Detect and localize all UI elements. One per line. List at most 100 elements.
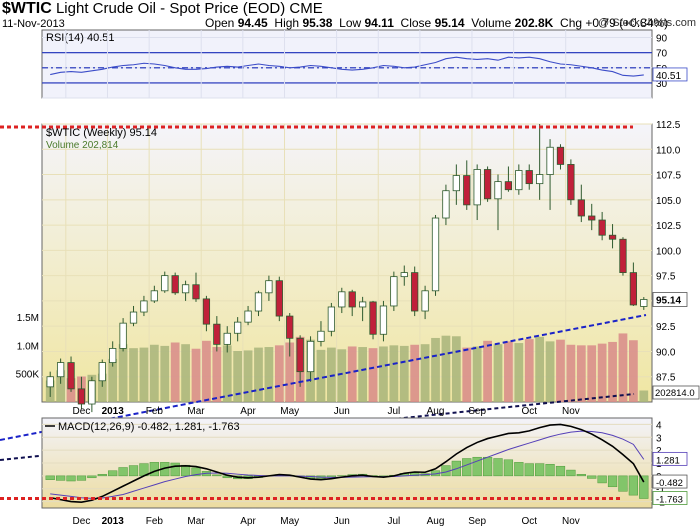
macd-x-axis-label: Jul [387, 516, 400, 527]
volume-bar [264, 347, 274, 402]
volume-bar [556, 339, 565, 402]
candle-body [598, 219, 606, 236]
rsi-last-value: 40.51 [656, 71, 681, 82]
macd-histogram-bar [76, 475, 87, 481]
volume-bar [493, 344, 503, 402]
macd-histogram-bar [535, 463, 545, 477]
volume-bar [566, 344, 576, 402]
exchange: CME [289, 0, 323, 17]
macd-histogram-bar [170, 462, 180, 477]
candle-body [67, 362, 75, 390]
candle-body [421, 290, 429, 312]
candle-body [556, 146, 565, 165]
macd-value-box [652, 474, 688, 489]
x-axis-label: Feb [146, 406, 164, 417]
macd-x-axis-label: 2013 [102, 516, 125, 527]
volume-bar [337, 349, 347, 402]
macd-x-axis-label: Sep [468, 516, 486, 527]
price-legend: $WTIC (Weekly) 95.14 [46, 127, 157, 139]
volume-bar [149, 344, 159, 402]
macd-histogram-bar [607, 475, 618, 488]
candle-body [504, 181, 513, 191]
macd-histogram-bar [108, 470, 118, 477]
volume-bar [118, 344, 128, 402]
candle-body [77, 388, 86, 405]
price-tick-label: 107.5 [656, 171, 681, 182]
macd-histogram-bar [191, 467, 201, 477]
candle-body [254, 292, 263, 312]
macd-value-label: -1.763 [656, 495, 683, 506]
volume-bar [181, 344, 190, 402]
volume-bar [160, 345, 170, 402]
volume-bar [191, 348, 201, 402]
instrument-name: Light Crude Oil - Spot Price (EOD) [55, 0, 286, 17]
volume-bar [212, 347, 222, 402]
volume-bar [504, 341, 513, 402]
volume-bar [524, 339, 534, 402]
close-value: 95.14 [434, 16, 465, 30]
macd-histogram-bar [128, 465, 139, 477]
volume-bar [608, 341, 617, 402]
macd-histogram-bar [472, 456, 482, 477]
volume-bar [576, 345, 586, 402]
candle-body [119, 322, 127, 349]
macd-histogram-bar [149, 462, 159, 477]
candle-body [494, 181, 502, 200]
volume-bar [462, 347, 472, 402]
ohlc-summary: Open 94.45 High 95.38 Low 94.11 Close 95… [205, 16, 668, 30]
volume-tick-label: 500K [16, 370, 40, 381]
candle-body [619, 238, 627, 274]
price-tick-label: 112.5 [656, 120, 681, 131]
x-axis-label: 2013 [102, 406, 125, 417]
rsi-tick-label: 30 [656, 79, 668, 90]
macd-value-box [652, 491, 688, 505]
candle-body [140, 300, 148, 313]
volume-bar [379, 346, 388, 402]
macd-histogram-bar [482, 456, 493, 477]
macd-histogram-bar [618, 475, 628, 492]
price-tick-label: 105.0 [656, 196, 681, 207]
volume-bar [389, 345, 399, 402]
macd-histogram-bar [212, 474, 222, 477]
volume-bar [347, 346, 357, 402]
volume-bar [243, 350, 253, 402]
ticker-symbol: $WTIC [2, 0, 52, 17]
macd-histogram-bar [597, 475, 607, 484]
macd-x-axis-label: Dec [73, 516, 91, 527]
price-tick-label: 110.0 [656, 145, 681, 156]
macd-x-axis-label: Mar [187, 516, 205, 527]
volume-bar [535, 336, 545, 402]
candle-body [161, 275, 169, 292]
candle-body [525, 170, 533, 185]
candle-body [213, 323, 221, 345]
macd-x-axis-label: Jun [334, 516, 350, 527]
open-value: 94.45 [237, 16, 268, 30]
low-label: Low [339, 16, 362, 30]
candle-body [390, 276, 398, 307]
price-tick-label: 97.5 [656, 272, 676, 283]
macd-x-axis-label: Nov [562, 516, 580, 527]
macd-value-label: -0.482 [656, 478, 683, 489]
x-axis-label: Oct [521, 406, 537, 417]
macd-histogram-bar [45, 475, 55, 480]
uptrend-line [0, 314, 647, 441]
macd-histogram-bar [493, 458, 503, 477]
candle-body [577, 199, 585, 217]
candle-body [588, 215, 596, 221]
volume-value: 202.8K [514, 16, 554, 30]
volume-bar [56, 370, 65, 402]
volume-bar [514, 343, 524, 402]
rsi-last-value-box [652, 67, 688, 82]
candle-body [265, 280, 273, 294]
rsi-legend: RSI(14) 40.51 [46, 32, 114, 44]
macd-histogram-bar [66, 475, 76, 482]
candle-body [234, 321, 242, 334]
candle-body [88, 380, 96, 405]
candle-body [129, 311, 138, 324]
macd-histogram-bar [118, 467, 128, 477]
x-axis-label: Apr [240, 406, 256, 417]
candle-body [629, 272, 638, 306]
volume-label: Volume [471, 16, 512, 30]
volume-bar [222, 345, 232, 402]
